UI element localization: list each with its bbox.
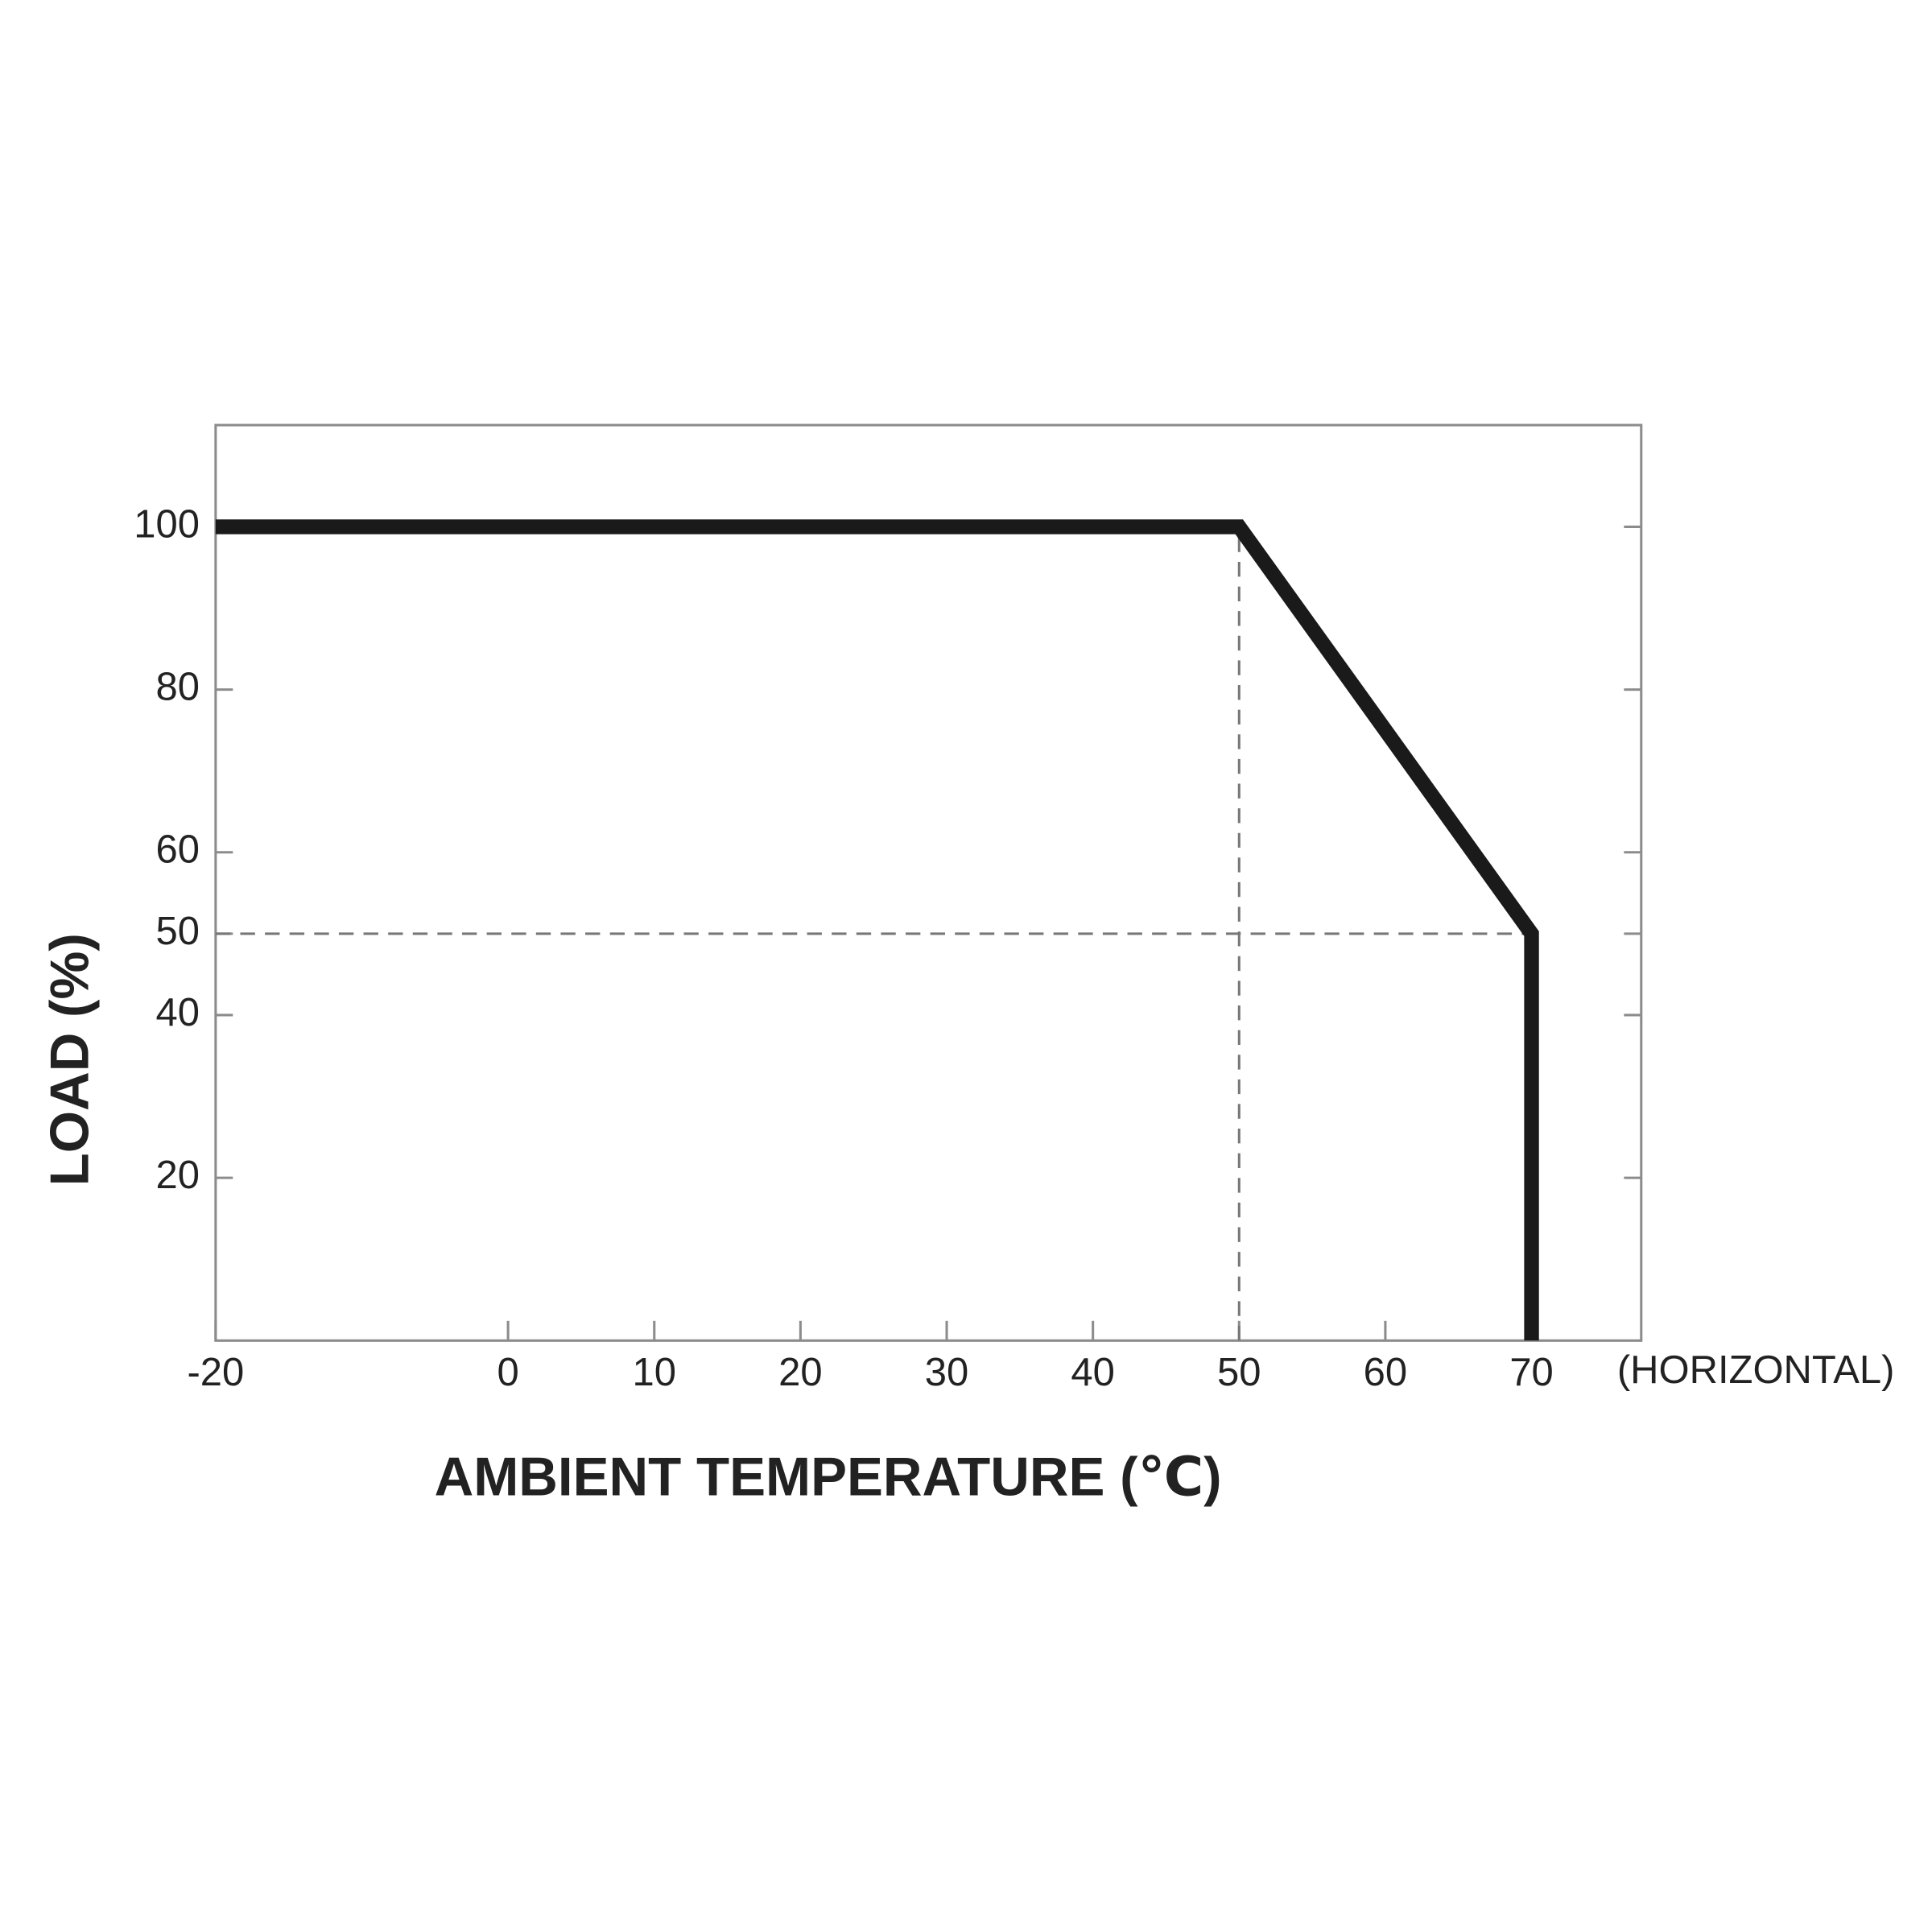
x-tick-label: 40 [1071,1351,1114,1394]
x-tick-label: 30 [925,1351,968,1394]
y-tick-label: 80 [155,666,199,709]
x-tick-label: -20 [187,1351,244,1394]
derating-line [215,519,1539,1341]
y-tick-label: 20 [155,1154,199,1197]
x-axis-label: AMBIENT TEMPERATURE (℃) [435,1447,1222,1508]
y-tick-label: 60 [155,828,199,872]
x-tick-label: 70 [1509,1351,1553,1394]
y-tick-label: 50 [155,910,199,953]
x-tick-label: 50 [1217,1351,1261,1394]
plot-frame [214,423,1643,1342]
annotation: (HORIZONTAL) [1617,1348,1895,1392]
y-axis-label: LOAD (%) [40,933,101,1186]
x-tick-label: 0 [497,1351,519,1394]
y-tick-label: 40 [155,991,199,1034]
x-tick-label: 10 [633,1351,676,1394]
y-tick-label: 100 [134,502,200,546]
x-tick-label: 60 [1364,1351,1407,1394]
x-tick-label: 20 [778,1351,822,1394]
